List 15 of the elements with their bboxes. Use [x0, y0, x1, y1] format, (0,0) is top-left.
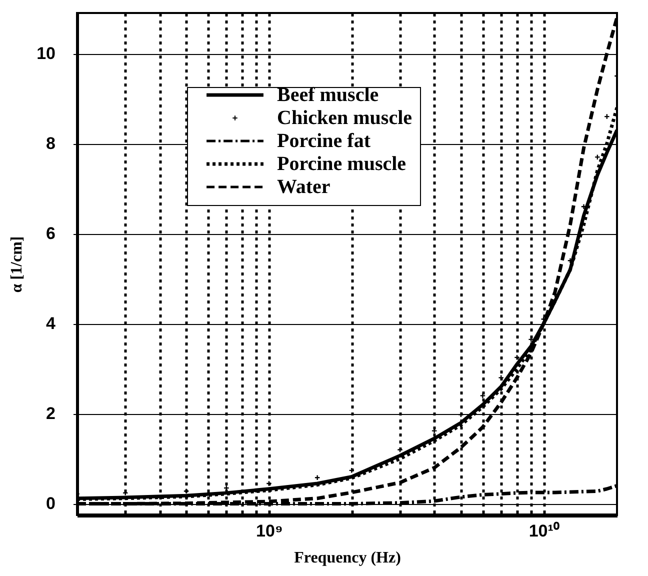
legend-label: Chicken muscle — [277, 107, 412, 129]
x-tick-label: 10⁹ — [256, 522, 283, 540]
y-tick-label: 0 — [46, 494, 56, 514]
x-tick-label: 10¹⁰ — [528, 522, 560, 540]
y-tick-label: 6 — [46, 224, 56, 244]
y-tick-label: 4 — [46, 314, 56, 334]
x-axis-title: Frequency (Hz) — [294, 550, 401, 566]
legend-label: Porcine muscle — [277, 153, 406, 175]
legend-label: Porcine fat — [277, 130, 371, 152]
y-tick-label: 8 — [46, 134, 56, 154]
y-axis-title: α [1/cm] — [8, 236, 26, 293]
y-tick-label: 2 — [46, 404, 56, 424]
legend-label: Beef muscle — [277, 84, 379, 106]
y-tick-label: 10 — [36, 44, 56, 64]
legend-label: Water — [277, 176, 330, 198]
